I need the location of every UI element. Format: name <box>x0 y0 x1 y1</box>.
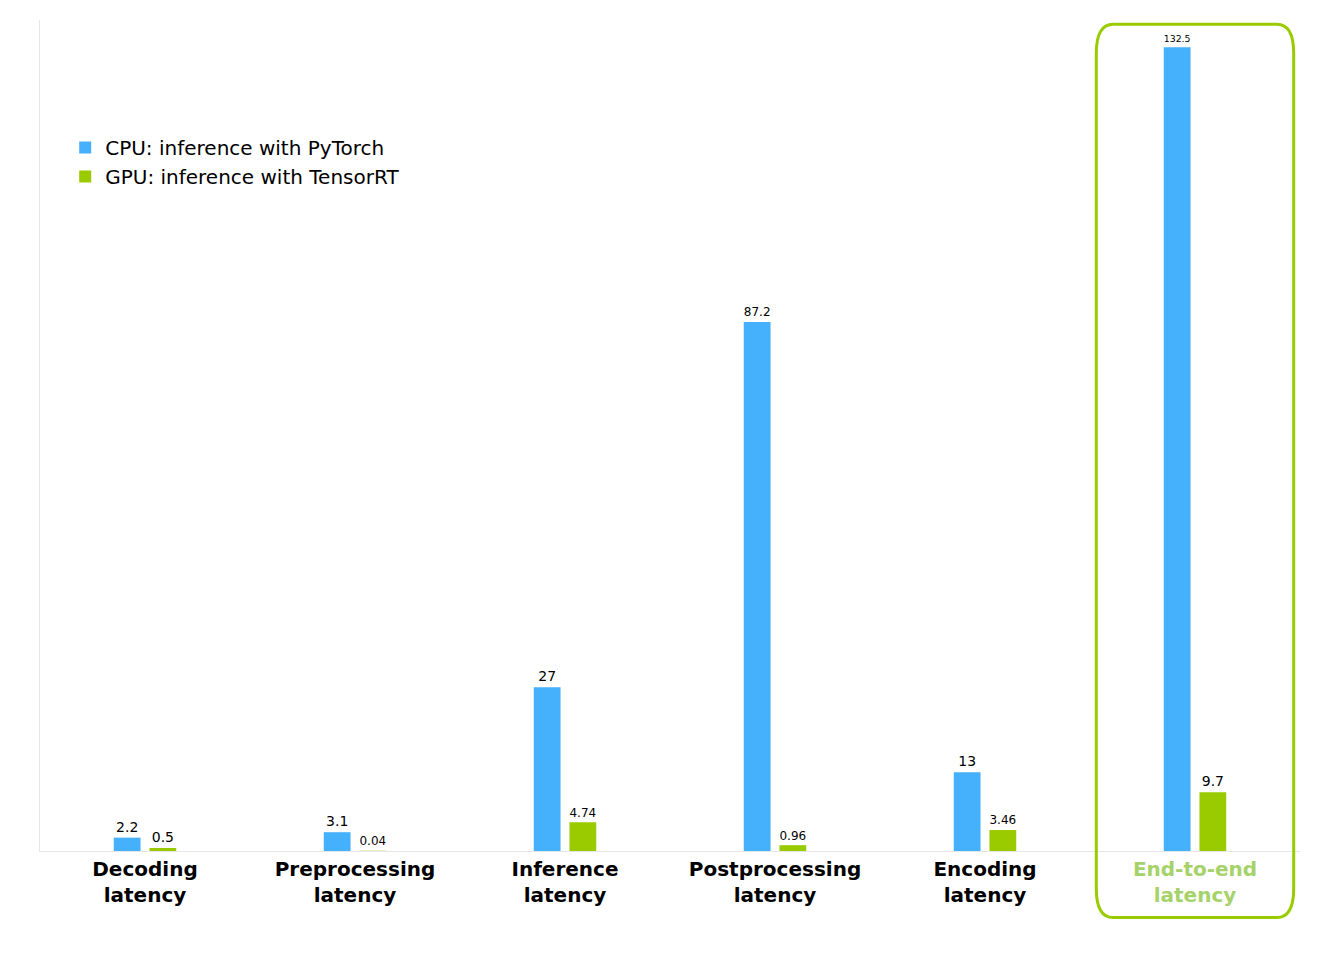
svg-text:9.7: 9.7 <box>1202 773 1224 789</box>
svg-text:3.1: 3.1 <box>326 813 348 829</box>
svg-text:GPU: inference with TensorRT: GPU: inference with TensorRT <box>105 165 399 189</box>
svg-text:27: 27 <box>538 668 556 684</box>
svg-text:2.2: 2.2 <box>116 819 138 835</box>
svg-text:End-to-endlatency: End-to-endlatency <box>1133 857 1257 907</box>
svg-text:Preprocessinglatency: Preprocessinglatency <box>275 857 436 907</box>
svg-text:0.96: 0.96 <box>779 829 806 843</box>
svg-text:CPU: inference with PyTorch: CPU: inference with PyTorch <box>105 136 384 160</box>
svg-text:0.04: 0.04 <box>359 834 386 848</box>
svg-text:0.5: 0.5 <box>152 829 174 845</box>
svg-text:87.2: 87.2 <box>744 305 771 319</box>
svg-text:Encodinglatency: Encodinglatency <box>933 857 1036 907</box>
svg-text:Inferencelatency: Inferencelatency <box>511 857 618 907</box>
svg-text:4.74: 4.74 <box>569 806 596 820</box>
svg-text:13: 13 <box>958 753 976 769</box>
svg-text:132.5: 132.5 <box>1164 33 1191 44</box>
svg-text:3.46: 3.46 <box>989 813 1016 827</box>
svg-text:Decodinglatency: Decodinglatency <box>92 857 198 907</box>
svg-text:Postprocessinglatency: Postprocessinglatency <box>689 857 861 907</box>
